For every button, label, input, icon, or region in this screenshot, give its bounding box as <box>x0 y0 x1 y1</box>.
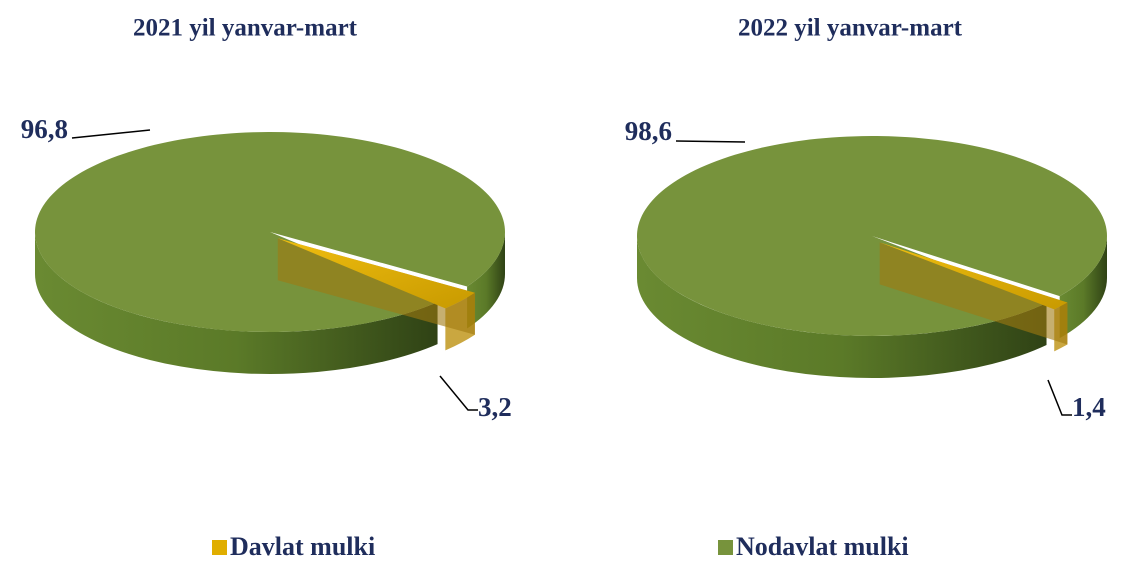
legend-swatch <box>212 540 227 555</box>
leader-line <box>1047 379 1072 416</box>
slice-top <box>277 238 475 309</box>
leader-line <box>71 129 151 139</box>
leader-line <box>675 140 746 143</box>
slice <box>636 136 1107 379</box>
slice-cut <box>277 238 475 335</box>
slice-side <box>467 232 505 329</box>
slice-side <box>35 232 438 374</box>
data-label: 96,8 <box>21 114 68 144</box>
slice-cut <box>879 242 1068 345</box>
leader-line <box>439 375 478 411</box>
chart-title: 2021 yil yanvar-mart <box>133 15 358 42</box>
slice <box>879 242 1068 352</box>
legend-label: Nodavlat mulki <box>736 532 909 561</box>
legend-swatch <box>718 540 733 555</box>
pies: 96,8 3,2 98,6 1,4 <box>21 114 1107 422</box>
data-label: 1,4 <box>1072 392 1106 422</box>
slice-side <box>1059 236 1107 339</box>
data-label: 3,2 <box>478 392 512 422</box>
data-label: 98,6 <box>625 116 672 146</box>
slice <box>34 131 506 374</box>
legend: Davlat mulki Nodavlat mulki <box>212 532 909 561</box>
legend-label: Davlat mulki <box>230 532 375 561</box>
chart-title: 2022 yil yanvar-mart <box>738 15 963 42</box>
slice-side <box>637 236 1047 379</box>
slice-top <box>879 242 1068 310</box>
slice <box>277 238 475 351</box>
